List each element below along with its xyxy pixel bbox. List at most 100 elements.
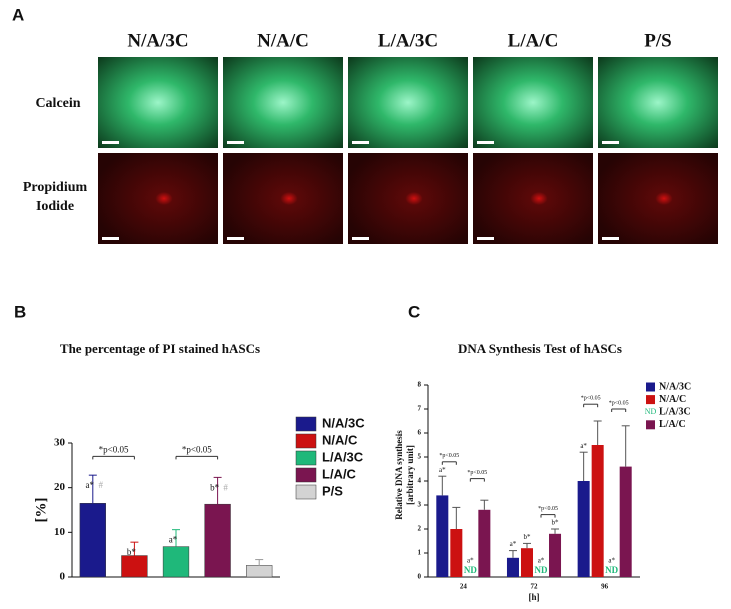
significance-label: *p<0.05 <box>439 453 459 459</box>
y-tick-label: 5 <box>418 453 422 461</box>
pi-image <box>98 153 218 244</box>
significance-label: *p<0.05 <box>99 444 129 454</box>
row-label: Propidium <box>23 180 88 195</box>
value-label: ND <box>464 565 477 575</box>
column-header: N/A/3C <box>127 30 188 51</box>
column-header: N/A/C <box>257 30 309 51</box>
legend-label: N/A/C <box>322 432 358 447</box>
bar <box>619 466 632 577</box>
pi-image <box>223 153 343 244</box>
annotation: a* <box>169 535 178 545</box>
legend-swatch <box>646 382 655 392</box>
chart-title: The percentage of PI stained hASCs <box>60 341 260 356</box>
legend-swatch <box>295 416 317 432</box>
chart-title: DNA Synthesis Test of hASCs <box>458 341 622 356</box>
scale-bar <box>102 237 119 240</box>
y-tick-label: 0 <box>60 571 66 583</box>
calcein-image <box>223 57 343 148</box>
x-axis-label: [h] <box>529 592 540 602</box>
annotation: b* <box>523 533 531 541</box>
annotation: a* <box>538 557 545 565</box>
bar <box>506 557 519 577</box>
y-tick-label: 10 <box>54 526 66 538</box>
bar <box>520 548 533 577</box>
y-tick-label: 2 <box>418 525 422 533</box>
pi-image <box>598 153 718 244</box>
panel-label: B <box>14 302 26 321</box>
column-header: L/A/C <box>508 30 559 51</box>
significance-label: *p<0.05 <box>182 444 212 454</box>
x-tick-label: 96 <box>601 583 609 591</box>
annotation-mark: # <box>99 480 104 490</box>
significance-label: *p<0.05 <box>467 470 487 476</box>
bar <box>162 546 190 578</box>
annotation-mark: # <box>223 482 228 492</box>
y-tick-label: 4 <box>418 477 422 485</box>
column-header: L/A/3C <box>378 30 438 51</box>
scale-bar <box>227 141 244 144</box>
legend-label: N/A/3C <box>659 381 691 392</box>
row-label: Iodide <box>36 199 74 214</box>
bar <box>436 495 449 577</box>
bar <box>478 509 491 577</box>
legend-swatch <box>295 484 317 500</box>
scale-bar <box>227 237 244 240</box>
annotation: a* <box>439 466 446 474</box>
annotation: b* <box>552 519 560 527</box>
legend-swatch <box>295 433 317 449</box>
calcein-image <box>598 57 718 148</box>
value-label: ND <box>605 565 618 575</box>
value-label: ND <box>535 565 548 575</box>
y-tick-label: 1 <box>418 549 422 557</box>
scale-bar <box>602 237 619 240</box>
annotation: a* <box>608 557 615 565</box>
annotation: a* <box>86 480 95 490</box>
bar <box>450 529 463 577</box>
row-label: Calcein <box>35 96 80 111</box>
annotation: b* <box>127 547 137 557</box>
x-tick-label: 72 <box>531 583 539 591</box>
micrographs <box>98 57 718 244</box>
y-tick-label: 3 <box>418 501 422 509</box>
calcein-image <box>473 57 593 148</box>
x-tick-label: 24 <box>460 583 468 591</box>
column-header: P/S <box>644 30 671 51</box>
y-tick-label: 7 <box>418 405 422 413</box>
y-tick-label: 8 <box>418 381 422 389</box>
bar <box>549 533 562 577</box>
bar <box>204 503 231 578</box>
annotation: a* <box>580 442 587 450</box>
calcein-image <box>348 57 468 148</box>
legend-label: L/A/3C <box>659 406 691 417</box>
annotation: b* <box>210 482 220 492</box>
panel-label: A <box>12 5 24 24</box>
legend-swatch <box>295 467 317 483</box>
legend-label: L/A/C <box>659 419 686 430</box>
bar <box>246 565 273 578</box>
legend-swatch <box>646 395 655 405</box>
pi-image <box>473 153 593 244</box>
scale-bar <box>602 141 619 144</box>
legend-symbol: ND <box>645 407 657 416</box>
significance-label: *p<0.05 <box>538 506 558 512</box>
pi-image <box>348 153 468 244</box>
significance-label: *p<0.05 <box>609 400 629 406</box>
scale-bar <box>102 141 119 144</box>
bar <box>577 481 590 577</box>
bar <box>79 503 106 578</box>
panel-label: C <box>408 302 420 321</box>
y-tick-label: 30 <box>54 437 66 449</box>
significance-label: *p<0.05 <box>581 396 601 402</box>
annotation: a* <box>510 540 517 548</box>
legend-swatch <box>646 420 655 430</box>
annotation: a* <box>467 557 474 565</box>
y-tick-label: 0 <box>418 573 422 581</box>
legend-label: L/A/3C <box>322 449 364 464</box>
legend-label: N/A/3C <box>322 415 365 430</box>
y-tick-label: 20 <box>54 481 66 493</box>
scale-bar <box>352 237 369 240</box>
y-axis-label: Relative DNA synthesis <box>394 430 404 520</box>
bar <box>121 555 148 578</box>
y-axis-label: [%] <box>33 498 49 523</box>
